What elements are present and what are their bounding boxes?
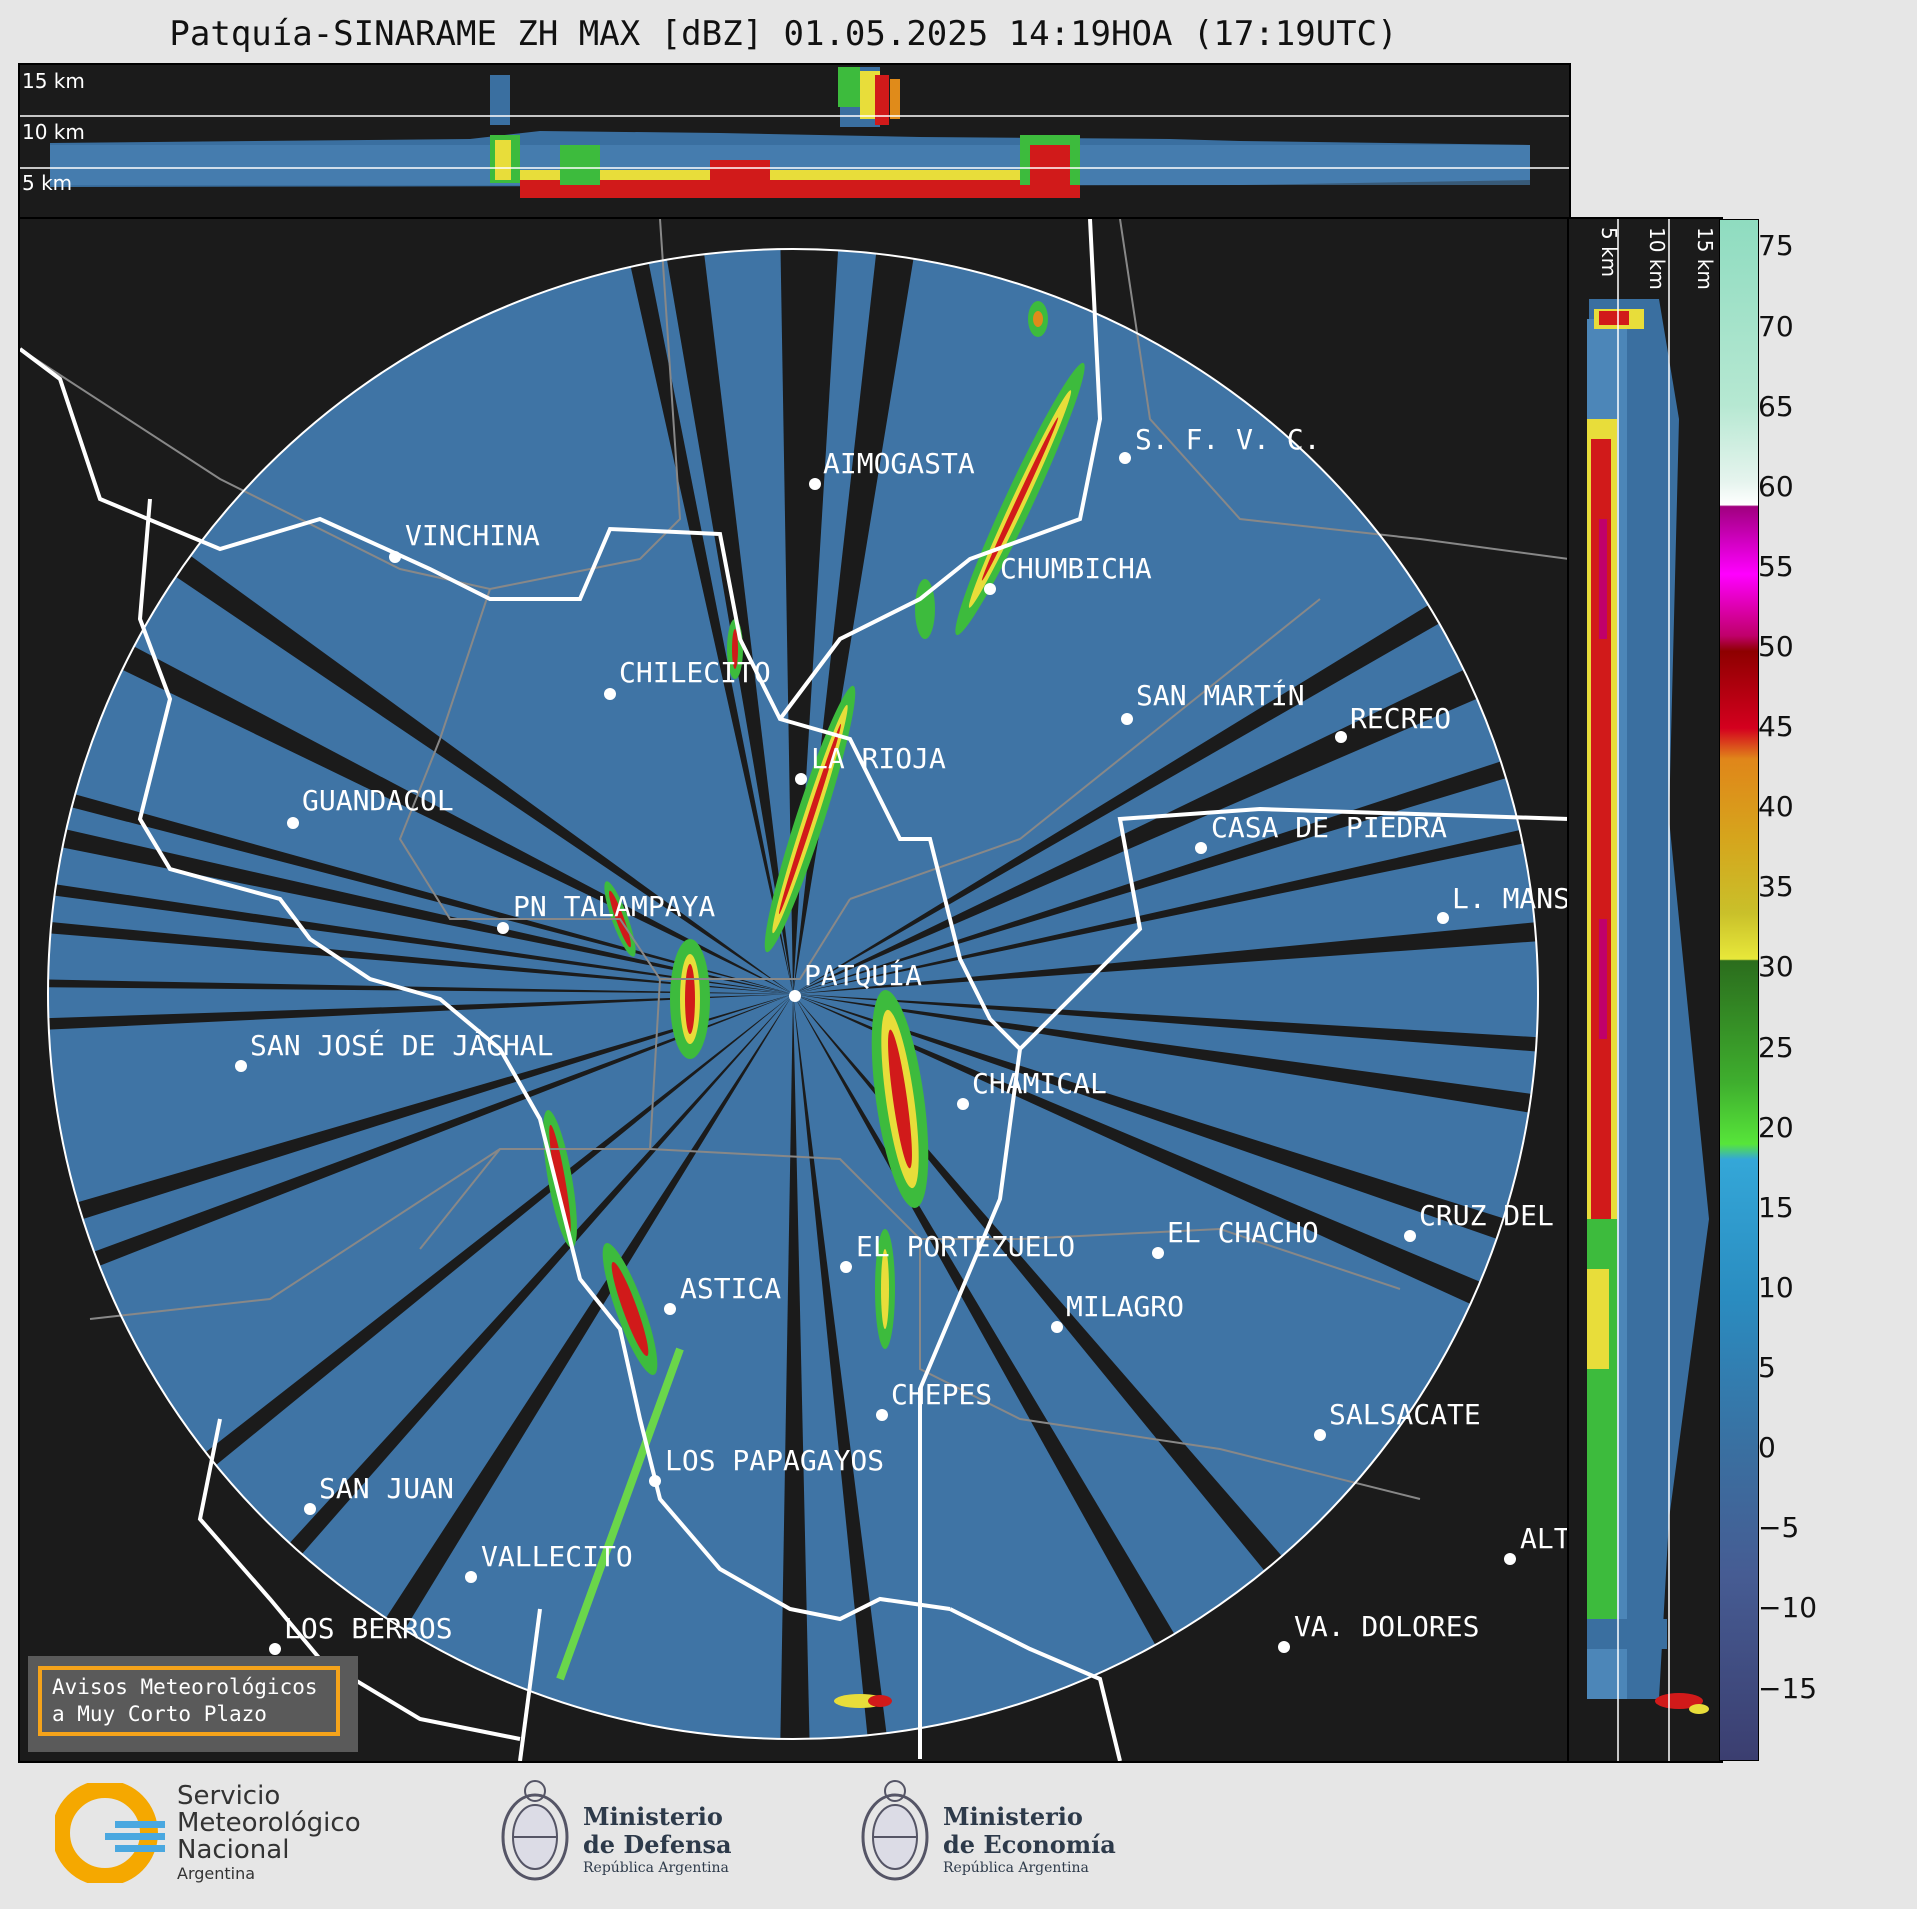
location-label: LOS BERROS [284, 1612, 453, 1645]
economia-logo: Ministerio de Economía República Argenti… [855, 1773, 1135, 1893]
side-cross-section-plot [1587, 219, 1709, 1761]
location-label: CHAMICAL [972, 1067, 1107, 1100]
defensa-logo: Ministerio de Defensa República Argentin… [495, 1773, 765, 1893]
colorbar-tick: 0 [1758, 1431, 1776, 1464]
height-label-5km: 5 km [22, 171, 73, 195]
location-label: VINCHINA [405, 519, 540, 552]
location-label: SAN JOSÉ DE JÁCHAL [250, 1029, 554, 1062]
location-label: CHEPES [891, 1378, 993, 1411]
economia-line-3: República Argentina [943, 1860, 1089, 1876]
map-title: Patquía-SINARAME ZH MAX [dBZ] 01.05.2025… [169, 14, 1398, 54]
location-label: PATQUÍA [804, 959, 923, 992]
colorbar-tick: −15 [1758, 1672, 1818, 1705]
radar-map[interactable]: AIMOGASTA S. F. V. C. VINCHINA CHUMBICHA… [18, 217, 1571, 1763]
warning-line-2: a Muy Corto Plazo [52, 1702, 267, 1726]
location-label: ALT [1520, 1522, 1571, 1555]
colorbar-tick: 65 [1758, 390, 1794, 423]
location-label: CHILECITO [619, 656, 771, 689]
location-label: PN TALAMPAYA [513, 890, 716, 923]
colorbar-tick: 60 [1758, 470, 1794, 503]
colorbar [1719, 219, 1759, 1761]
height-label-10km: 10 km [22, 120, 85, 144]
height-label-15km: 15 km [22, 69, 85, 93]
location-label: SALSACATE [1329, 1398, 1481, 1431]
colorbar-tick: 45 [1758, 710, 1794, 743]
smn-logo: Servicio Meteorológico Nacional Argentin… [52, 1780, 395, 1886]
colorbar-tick: 40 [1758, 790, 1794, 823]
side-height-label-10km: 10 km [1645, 227, 1669, 290]
colorbar-tick: 5 [1758, 1351, 1776, 1384]
colorbar-tick: 75 [1758, 229, 1794, 262]
location-label: ASTICA [680, 1272, 782, 1305]
colorbar-tick: 55 [1758, 550, 1794, 583]
colorbar-tick: 50 [1758, 630, 1794, 663]
warning-line-1: Avisos Meteorológicos [52, 1675, 318, 1699]
defensa-line-2: de Defensa [583, 1830, 732, 1859]
location-label: EL CHACHO [1167, 1216, 1319, 1249]
smn-line-1: Servicio [177, 1781, 281, 1811]
location-label: AIMOGASTA [823, 447, 975, 480]
colorbar-tick: 10 [1758, 1271, 1794, 1304]
location-label: LOS PAPAGAYOS [665, 1444, 885, 1477]
coat-of-arms-icon [501, 1780, 569, 1881]
side-height-label-15km: 15 km [1693, 227, 1717, 290]
colorbar-tick: 35 [1758, 870, 1794, 903]
location-label: CHUMBICHA [1000, 552, 1152, 585]
economia-line-2: de Economía [943, 1830, 1116, 1859]
colorbar-tick: 15 [1758, 1191, 1794, 1224]
coat-of-arms-icon [861, 1780, 929, 1881]
location-label: SAN JUAN [319, 1472, 454, 1505]
location-label: CRUZ DEL [1419, 1199, 1554, 1232]
smn-line-3: Nacional [177, 1835, 290, 1865]
colorbar-tick: −10 [1758, 1591, 1818, 1624]
defensa-line-1: Ministerio [583, 1802, 723, 1831]
warning-box[interactable]: Avisos Meteorológicos a Muy Corto Plazo [28, 1656, 358, 1752]
location-label: LA RIOJA [811, 742, 946, 775]
colorbar-tick: 30 [1758, 950, 1794, 983]
top-cross-section: 15 km 10 km 5 km [18, 63, 1571, 221]
location-label: VALLECITO [481, 1540, 633, 1573]
location-label: CASA DE PIEDRA [1211, 811, 1448, 844]
defensa-line-3: República Argentina [583, 1860, 729, 1876]
smn-emblem-icon [52, 1780, 165, 1886]
radar-map-plot [20, 219, 1569, 1761]
location-label: MILAGRO [1066, 1290, 1185, 1323]
location-label: GUANDACOL [302, 784, 454, 817]
side-height-label-5km: 5 km [1597, 227, 1621, 278]
location-label: L. MANS [1452, 882, 1571, 915]
location-label: S. F. V. C. [1135, 423, 1321, 456]
smn-line-2: Meteorológico [177, 1808, 361, 1838]
colorbar-tick: 20 [1758, 1111, 1794, 1144]
colorbar-tick: 70 [1758, 310, 1794, 343]
location-label: VA. DOLORES [1294, 1610, 1480, 1643]
convective-cells [543, 301, 1085, 1708]
colorbar-tick: −5 [1758, 1511, 1800, 1544]
economia-line-1: Ministerio [943, 1802, 1083, 1831]
location-label: RECREO [1350, 702, 1452, 735]
location-label: EL PORTEZUELO [856, 1230, 1076, 1263]
side-cross-section: 5 km 10 km 15 km [1567, 217, 1723, 1763]
smn-line-4: Argentina [177, 1864, 256, 1883]
colorbar-tick: 25 [1758, 1031, 1794, 1064]
top-cross-section-plot [20, 67, 1569, 198]
location-label: SAN MARTÍN [1136, 679, 1305, 712]
